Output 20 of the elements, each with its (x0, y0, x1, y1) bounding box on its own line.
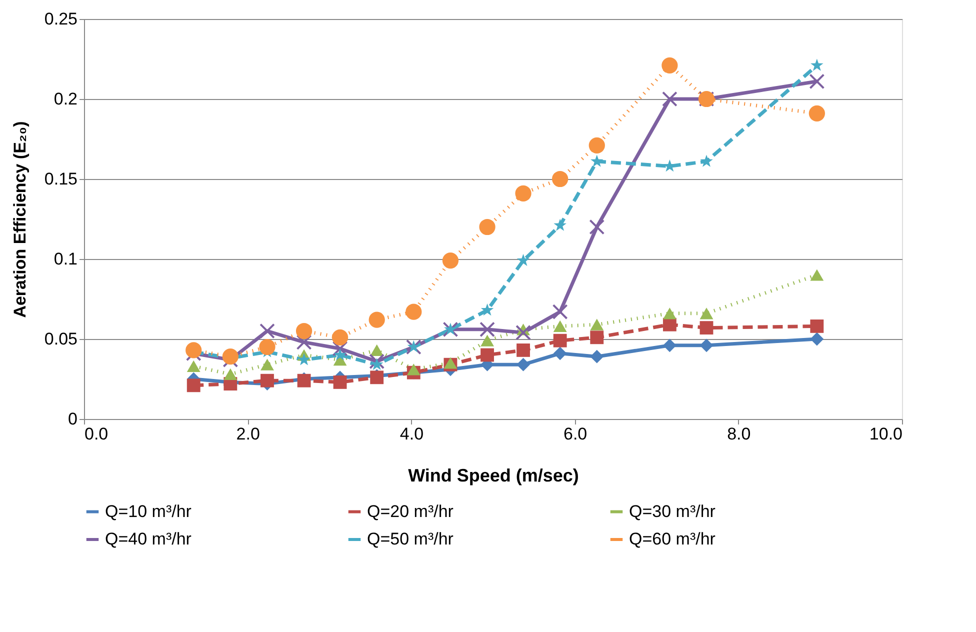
y-tick-label: 0.15 (44, 170, 78, 188)
legend-label: Q=50 m³/hr (367, 530, 454, 548)
legend-label: Q=60 m³/hr (629, 530, 716, 548)
x-tick-label: 6.0 (563, 424, 588, 444)
x-tick-label: 2.0 (236, 424, 260, 444)
legend-label: Q=10 m³/hr (105, 502, 192, 521)
legend-label: Q=30 m³/hr (629, 502, 716, 521)
x-tick-label: 4.0 (400, 424, 424, 444)
x-tick-label: 10.0 (869, 424, 902, 444)
legend-label: Q=40 m³/hr (105, 530, 192, 548)
y-tick-label: 0.1 (54, 250, 78, 268)
y-tick-label: 0.25 (44, 10, 78, 28)
y-tick-label: 0.2 (54, 90, 78, 108)
y-axis-title: Aeration Efficiency (E₂₀) (10, 121, 30, 318)
x-tick-label: 0.0 (84, 424, 108, 444)
x-tick-label: 8.0 (727, 424, 751, 444)
y-tick-label: 0 (68, 410, 78, 428)
x-axis-title: Wind Speed (m/sec) (408, 466, 579, 486)
y-tick-label: 0.05 (44, 330, 78, 348)
legend-label: Q=20 m³/hr (367, 502, 454, 521)
